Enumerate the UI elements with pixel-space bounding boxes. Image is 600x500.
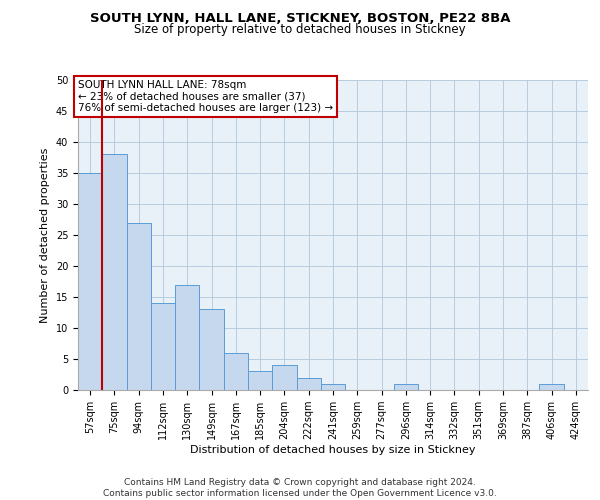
Bar	[539, 384, 564, 390]
Bar	[127, 222, 151, 390]
Bar	[296, 378, 321, 390]
Bar	[272, 365, 296, 390]
Text: Contains HM Land Registry data © Crown copyright and database right 2024.
Contai: Contains HM Land Registry data © Crown c…	[103, 478, 497, 498]
Text: SOUTH LYNN, HALL LANE, STICKNEY, BOSTON, PE22 8BA: SOUTH LYNN, HALL LANE, STICKNEY, BOSTON,…	[90, 12, 510, 26]
Text: Size of property relative to detached houses in Stickney: Size of property relative to detached ho…	[134, 22, 466, 36]
Bar	[394, 384, 418, 390]
Text: SOUTH LYNN HALL LANE: 78sqm
← 23% of detached houses are smaller (37)
76% of sem: SOUTH LYNN HALL LANE: 78sqm ← 23% of det…	[78, 80, 333, 113]
Bar	[102, 154, 127, 390]
Bar	[224, 353, 248, 390]
Y-axis label: Number of detached properties: Number of detached properties	[40, 148, 50, 322]
Bar	[248, 372, 272, 390]
X-axis label: Distribution of detached houses by size in Stickney: Distribution of detached houses by size …	[190, 445, 476, 455]
Bar	[199, 310, 224, 390]
Bar	[175, 284, 199, 390]
Bar	[151, 303, 175, 390]
Bar	[78, 173, 102, 390]
Bar	[321, 384, 345, 390]
